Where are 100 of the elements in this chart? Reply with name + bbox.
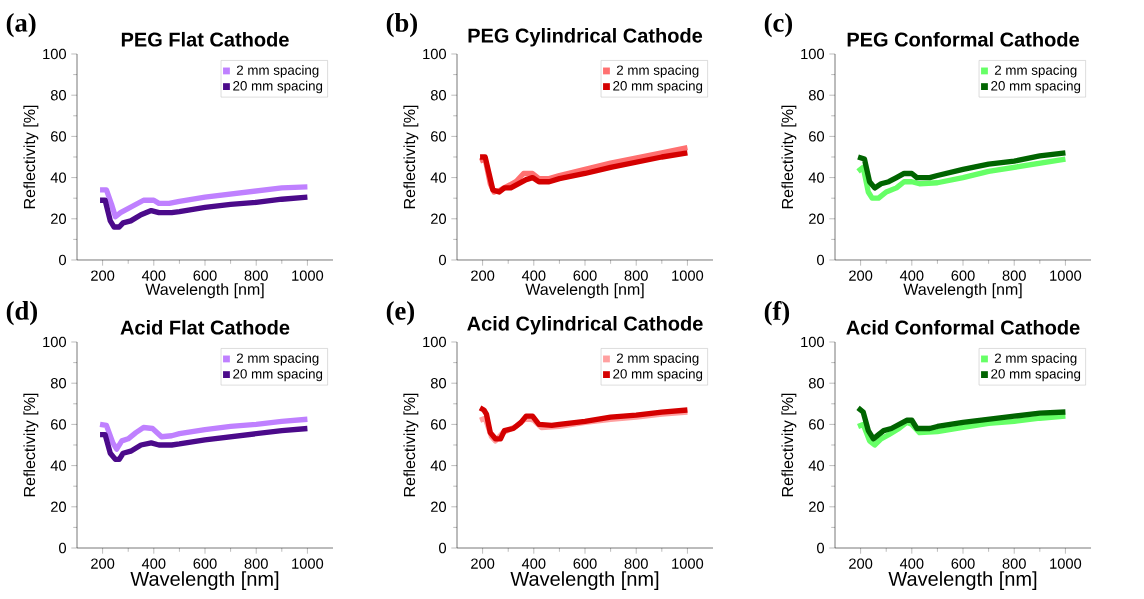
x-tick-label: 800 — [244, 270, 268, 281]
legend-label: 2 mm spacing — [236, 65, 319, 78]
x-tick-label: 200 — [471, 558, 495, 569]
y-tick-label: 80 — [50, 378, 67, 389]
y-tick-label: 20 — [809, 213, 825, 224]
y-tick-label: 60 — [51, 419, 67, 430]
y-tick-label: 40 — [430, 460, 447, 471]
legend-label: 20 mm spacing — [991, 368, 1081, 382]
y-tick-label: 100 — [423, 48, 447, 60]
x-tick-label: 600 — [951, 270, 975, 281]
x-tick-label: 800 — [624, 558, 648, 569]
chart-title: PEG Conformal Cathode — [847, 31, 1079, 47]
y-tick-label: 60 — [51, 131, 67, 142]
x-tick-label: 400 — [899, 558, 924, 569]
x-tick-label: 400 — [521, 558, 546, 569]
chart-title: Acid Conformal Cathode — [846, 319, 1080, 335]
x-tick-label: 400 — [899, 270, 924, 281]
y-tick-label: 20 — [431, 501, 447, 512]
x-tick-label: 400 — [521, 270, 546, 281]
y-tick-label: 20 — [51, 213, 67, 224]
legend-label: 20 mm spacing — [613, 80, 703, 94]
y-tick-label: 40 — [808, 172, 825, 183]
y-tick-label: 0 — [817, 254, 825, 266]
y-tick-label: 60 — [431, 419, 447, 430]
y-tick-label: 40 — [808, 460, 825, 471]
x-tick-label: 400 — [141, 558, 166, 569]
x-tick-label: 200 — [849, 270, 873, 281]
x-tick-label: 600 — [193, 270, 217, 281]
y-tick-label: 100 — [43, 336, 67, 348]
x-tick-label: 800 — [1002, 270, 1026, 281]
chart-title: PEG Cylindrical Cathode — [468, 27, 703, 47]
x-axis-title: Wavelength [nm] — [510, 571, 659, 590]
x-tick-label: 1000 — [292, 558, 324, 569]
chart-title: Acid Cylindrical Cathode — [467, 315, 703, 335]
x-tick-label: 600 — [573, 270, 597, 281]
y-tick-label: 20 — [809, 501, 825, 512]
y-axis-title: Reflectivity [%] — [23, 393, 39, 497]
legend-label: 2 mm spacing — [616, 353, 699, 366]
y-axis-title: Reflectivity [%] — [23, 105, 39, 209]
x-axis-title: Wavelength [nm] — [130, 571, 279, 590]
legend-label: 2 mm spacing — [616, 65, 699, 78]
legend-label: 20 mm spacing — [991, 80, 1081, 94]
x-axis-title: Wavelength [nm] — [903, 283, 1022, 299]
legend-label: 20 mm spacing — [613, 368, 703, 382]
x-tick-label: 1000 — [672, 558, 704, 569]
x-tick-label: 200 — [91, 270, 115, 281]
y-axis-title: Reflectivity [%] — [781, 393, 797, 497]
y-tick-label: 60 — [431, 131, 447, 142]
chart-title: Acid Flat Cathode — [120, 319, 290, 335]
y-tick-label: 80 — [430, 378, 447, 389]
y-axis-title: Reflectivity [%] — [781, 105, 797, 209]
x-tick-label: 200 — [471, 270, 495, 281]
y-tick-label: 0 — [817, 542, 825, 554]
y-tick-label: 20 — [51, 501, 67, 512]
x-tick-label: 200 — [849, 558, 873, 569]
x-axis-title: Wavelength [nm] — [525, 283, 644, 299]
y-tick-label: 100 — [801, 48, 825, 60]
x-axis-title: Wavelength [nm] — [888, 571, 1037, 590]
text: (a) — [6, 13, 36, 38]
x-tick-label: 600 — [951, 558, 975, 569]
legend-label: 20 mm spacing — [233, 368, 323, 382]
y-tick-label: 0 — [59, 254, 67, 266]
y-tick-label: 20 — [431, 213, 447, 224]
x-axis-title: Wavelength [nm] — [145, 283, 264, 299]
y-axis-title: Reflectivity [%] — [403, 105, 419, 209]
text: (f) — [764, 301, 790, 326]
y-tick-label: 40 — [430, 172, 447, 183]
y-tick-label: 80 — [808, 90, 825, 101]
x-tick-label: 800 — [244, 558, 268, 569]
y-tick-label: 80 — [808, 378, 825, 389]
y-tick-label: 60 — [809, 419, 825, 430]
y-tick-label: 60 — [809, 131, 825, 142]
x-tick-label: 600 — [573, 558, 597, 569]
y-tick-label: 0 — [59, 542, 67, 554]
legend-label: 2 mm spacing — [236, 353, 319, 366]
x-tick-label: 800 — [624, 270, 648, 281]
legend-label: 2 mm spacing — [994, 65, 1077, 78]
x-tick-label: 200 — [91, 558, 115, 569]
y-tick-label: 40 — [50, 460, 67, 471]
x-tick-label: 800 — [1002, 558, 1026, 569]
chart-title: PEG Flat Cathode — [121, 31, 289, 47]
x-tick-label: 1000 — [672, 270, 704, 281]
x-tick-label: 1000 — [1050, 270, 1082, 281]
y-tick-label: 80 — [50, 90, 67, 101]
text: (c) — [764, 13, 793, 38]
x-tick-label: 400 — [141, 270, 166, 281]
y-tick-label: 100 — [801, 336, 825, 348]
x-tick-label: 1000 — [1050, 558, 1082, 569]
y-tick-label: 40 — [50, 172, 67, 183]
y-tick-label: 80 — [430, 90, 447, 101]
legend-label: 2 mm spacing — [994, 353, 1077, 366]
x-tick-label: 600 — [193, 558, 217, 569]
y-axis-title: Reflectivity [%] — [403, 393, 419, 497]
text: (d) — [6, 301, 38, 326]
text: (e) — [386, 301, 415, 326]
y-tick-label: 100 — [423, 336, 447, 348]
y-tick-label: 0 — [439, 542, 447, 554]
y-tick-label: 100 — [43, 48, 67, 60]
text: (b) — [386, 13, 418, 38]
y-tick-label: 0 — [439, 254, 447, 266]
